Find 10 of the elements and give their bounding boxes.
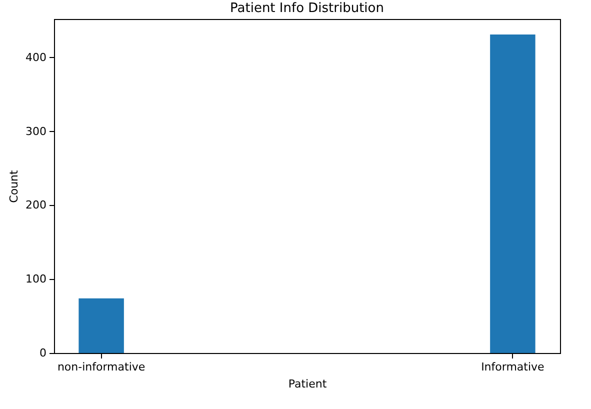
- chart-title: Patient Info Distribution: [230, 1, 384, 16]
- x-tick-label: non-informative: [57, 360, 146, 374]
- x-tick-label: Informative: [481, 360, 545, 374]
- y-axis-title: Count: [8, 169, 21, 203]
- x-axis-title: Patient: [288, 378, 328, 390]
- y-tick-label: 200: [26, 198, 46, 212]
- y-tick-label: 300: [26, 124, 46, 138]
- y-tick-label: 400: [26, 50, 46, 64]
- y-tick-label: 100: [26, 272, 46, 286]
- y-tick-label: 0: [40, 346, 46, 360]
